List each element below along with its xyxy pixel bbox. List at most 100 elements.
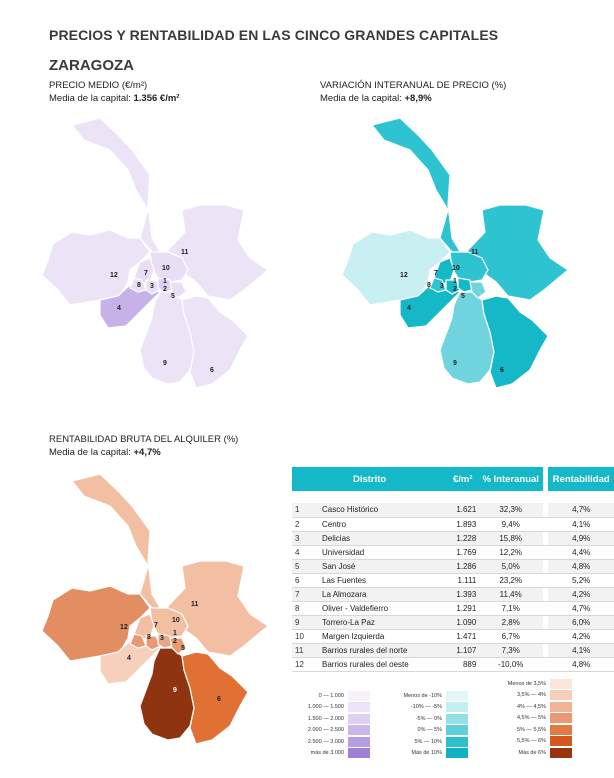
- rent-label-8: 8: [147, 634, 151, 641]
- legend-text: Más de 10%: [411, 750, 442, 757]
- cell-rent: 5,2%: [548, 573, 614, 588]
- cell-n: 6: [292, 573, 321, 588]
- cell-rent: 4,7%: [548, 601, 614, 616]
- cell-price: 1.286: [447, 559, 479, 574]
- table-row: 3 Delicias 1.228 15,8% 4,9%: [292, 531, 614, 546]
- legend-item: 5% — 10%: [398, 736, 468, 748]
- legend-text: 5% — 10%: [414, 738, 442, 745]
- table-row: 12 Barrios rurales del oeste 889 -10,0% 4,8%: [292, 657, 614, 672]
- rent-map-mean: Media de la capital: +4,7%: [49, 447, 161, 458]
- cell-price: 889: [447, 657, 479, 672]
- table-row: 7 La Almozara 1.393 11,4% 4,2%: [292, 587, 614, 602]
- header-var: % Interanual: [478, 467, 544, 491]
- cell-var: 5,0%: [478, 559, 544, 574]
- legend-swatch: [348, 736, 370, 747]
- legend-text: -5% — 0%: [415, 715, 442, 722]
- legend-text: 0% — 5%: [417, 727, 442, 734]
- legend-item: 0 — 1.000: [296, 690, 370, 702]
- price-label-11: 11: [181, 249, 189, 256]
- rent-label-4: 4: [127, 655, 131, 662]
- legend-text: Más de 6%: [518, 749, 546, 756]
- rent-label-11: 11: [191, 601, 199, 608]
- legend-swatch: [446, 690, 468, 701]
- price-label-3: 3: [150, 283, 154, 290]
- legend-swatch: [446, 748, 468, 759]
- var-map-mean: Media de la capital: +8,9%: [320, 93, 432, 104]
- legend-swatch: [446, 725, 468, 736]
- cell-var: -10,0%: [478, 657, 544, 672]
- legend-swatch: [348, 748, 370, 759]
- cell-var: 6,7%: [478, 629, 544, 644]
- variation-map: 11 12 4 9 6 10 7 8 3 1 2 5: [341, 117, 569, 389]
- legend-text: -10% — -5%: [410, 704, 442, 711]
- legend-swatch: [446, 713, 468, 724]
- cell-n: 1: [292, 503, 321, 518]
- legend-text: 4% — 4,5%: [516, 703, 546, 710]
- legend-item: -5% — 0%: [398, 713, 468, 725]
- var-district-6[interactable]: [481, 295, 549, 389]
- cell-n: 4: [292, 545, 321, 560]
- cell-price: 1.107: [447, 643, 479, 658]
- legend-item: -10% — -5%: [398, 702, 468, 714]
- cell-n: 2: [292, 517, 321, 532]
- price-label-12: 12: [110, 272, 118, 279]
- rent-label-10: 10: [172, 617, 180, 624]
- cell-name: Barrios rurales del norte: [320, 643, 448, 658]
- var-district-1[interactable]: [457, 277, 473, 293]
- rent-map-label: RENTABILIDAD BRUTA DEL ALQUILER (%): [49, 434, 239, 445]
- rent-label-1: 1: [173, 630, 177, 637]
- cell-n: 10: [292, 629, 321, 644]
- legend-swatch: [550, 678, 572, 689]
- cell-n: 8: [292, 601, 321, 616]
- table-row: 2 Centro 1.893 9,4% 4,1%: [292, 517, 614, 532]
- legend-item: Más de 10%: [398, 748, 468, 760]
- cell-var: 11,4%: [478, 587, 544, 602]
- cell-n: 9: [292, 615, 321, 630]
- legend-swatch: [348, 690, 370, 701]
- rent-label-6: 6: [217, 696, 221, 703]
- cell-price: 1.393: [447, 587, 479, 602]
- price-map-mean: Media de la capital: 1.356 €/m²: [49, 93, 180, 104]
- legend-item: 1.500 — 2.000: [296, 713, 370, 725]
- page-title: PRECIOS Y RENTABILIDAD EN LAS CINCO GRAN…: [49, 27, 499, 43]
- legend-swatch: [550, 736, 572, 747]
- cell-name: San José: [320, 559, 448, 574]
- legend-swatch: [348, 702, 370, 713]
- cell-name: La Almozara: [320, 587, 448, 602]
- cell-price: 1.111: [447, 573, 479, 588]
- var-label-4: 4: [407, 305, 411, 312]
- rent-label-5: 5: [181, 645, 185, 652]
- price-label-5: 5: [171, 293, 175, 300]
- legend-text: 5,5% — 6%: [516, 738, 546, 745]
- var-label-8: 8: [427, 282, 431, 289]
- cell-rent: 4,4%: [548, 545, 614, 560]
- price-label-8: 8: [137, 282, 141, 289]
- cell-price: 1.893: [447, 517, 479, 532]
- cell-name: Centro: [320, 517, 448, 532]
- cell-price: 1.291: [447, 601, 479, 616]
- table-row: 6 Las Fuentes 1.111 23,2% 5,2%: [292, 573, 614, 588]
- cell-name: Torrero-La Paz: [320, 615, 448, 630]
- legend-swatch: [550, 713, 572, 724]
- legend-item: 3,5% — 4%: [500, 690, 572, 702]
- rent-district-6[interactable]: [181, 651, 249, 745]
- rent-label-7: 7: [154, 622, 158, 629]
- legend-swatch: [550, 701, 572, 712]
- cell-price: 1.228: [447, 531, 479, 546]
- legend-text: 1.500 — 2.000: [307, 715, 344, 722]
- rent-label-2: 2: [173, 638, 177, 645]
- legend-item: Menos de -10%: [398, 690, 468, 702]
- var-label-10: 10: [452, 265, 460, 272]
- legend-variation: Menos de -10% -10% — -5% -5% — 0% 0% — 5% 5%…: [398, 690, 468, 759]
- table-row: 8 Oliver - Valdefierro 1.291 7,1% 4,7%: [292, 601, 614, 616]
- price-map-label: PRECIO MEDIO (€/m²): [49, 80, 148, 91]
- legend-swatch: [550, 690, 572, 701]
- cell-var: 23,2%: [478, 573, 544, 588]
- cell-rent: 4,1%: [548, 517, 614, 532]
- cell-var: 9,4%: [478, 517, 544, 532]
- rent-label-3: 3: [160, 635, 164, 642]
- legend-item: más de 3.000: [296, 748, 370, 760]
- rent-label-12: 12: [120, 624, 128, 631]
- cell-name: Universidad: [320, 545, 448, 560]
